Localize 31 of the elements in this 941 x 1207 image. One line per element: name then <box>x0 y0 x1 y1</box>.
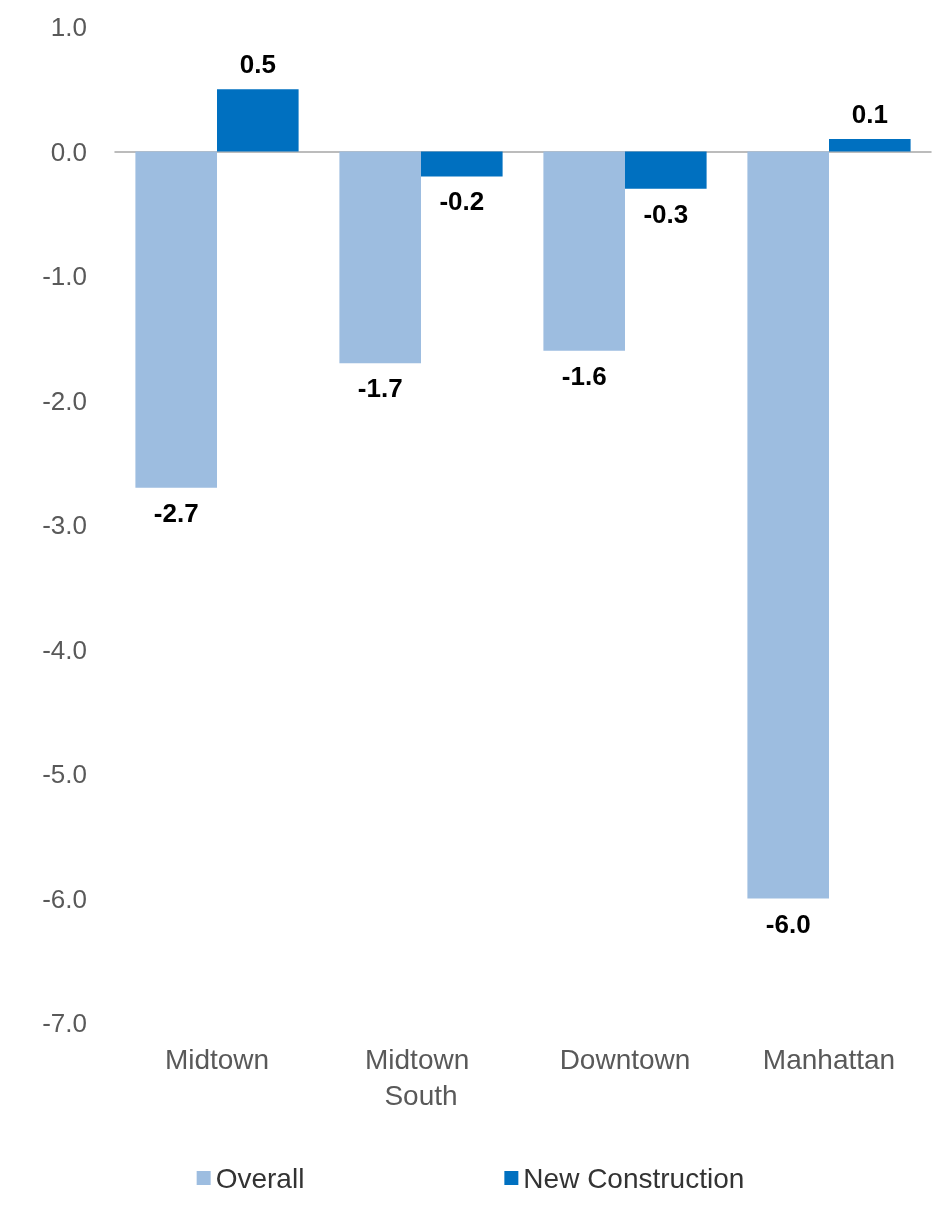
data-label: -1.6 <box>561 360 607 391</box>
data-label: -0.2 <box>439 186 485 217</box>
x-tick-label: Downtown <box>559 1043 691 1075</box>
y-tick-label: 1.0 <box>50 12 87 42</box>
data-label: -1.7 <box>357 373 403 404</box>
y-tick-label: -4.0 <box>42 634 87 665</box>
bar <box>543 151 625 351</box>
legend-label: New Construction <box>523 1162 745 1194</box>
x-tick-label: Midtown <box>164 1043 270 1075</box>
y-tick-label: -3.0 <box>42 510 87 540</box>
bar <box>625 151 707 189</box>
y-tick-label: -7.0 <box>42 1008 87 1038</box>
x-tick-label: Midtown South <box>364 1043 478 1111</box>
bar <box>747 151 829 899</box>
bar <box>135 151 217 488</box>
y-tick-label: -2.0 <box>42 385 87 416</box>
bar <box>217 89 299 152</box>
bar <box>339 151 421 364</box>
y-tick-label: -5.0 <box>42 759 87 789</box>
data-label: 0.5 <box>239 49 276 80</box>
data-label: -0.3 <box>643 198 689 229</box>
legend-label: Overall <box>215 1162 305 1194</box>
bar <box>421 151 503 177</box>
y-tick-label: -1.0 <box>42 261 87 291</box>
y-tick-label: -6.0 <box>42 883 87 914</box>
data-label: 0.1 <box>851 99 888 130</box>
x-tick-label: Manhattan <box>762 1043 896 1075</box>
bar <box>829 139 911 152</box>
y-tick-label: 0.0 <box>50 136 87 167</box>
data-label: -2.7 <box>153 497 199 528</box>
data-label: -6.0 <box>765 908 811 939</box>
